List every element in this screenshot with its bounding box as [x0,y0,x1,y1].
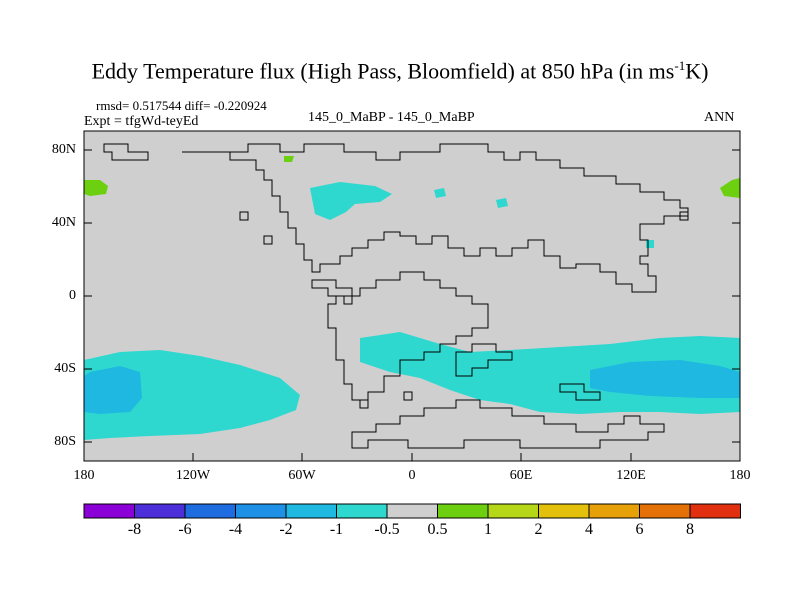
figure-title: Eddy Temperature flux (High Pass, Bloomf… [0,58,800,84]
contour-indian-band [590,360,740,398]
coastline-small-2 [263,235,273,245]
colorbar-label: 8 [686,521,694,538]
contour-green-east [720,178,740,198]
contour-fills [84,156,740,440]
expt-text: Expt = tfgWd-teyEd [84,114,199,129]
period-text: ANN [704,110,735,125]
coastline-north-continent [182,143,689,293]
contour-atlantic-dot [434,188,446,198]
lon-label-60w: 60W [288,468,316,483]
coastline-india [559,383,601,401]
colorbar-box-3 [235,503,287,519]
comparison-text: 145_0_MaBP - 145_0_MaBP [308,110,475,125]
colorbar-label: -8 [127,521,142,538]
rmsd-diff-text: rmsd= 0.517544 diff= -0.220924 [96,98,267,113]
colorbar-box-6 [386,503,438,519]
colorbar-label: -1 [329,521,344,538]
colorbar-box-11 [639,503,691,519]
coastline-small-5 [679,211,689,221]
title-text: Eddy Temperature flux (High Pass, Bloomf… [91,58,675,84]
colorbar-label: -0.5 [374,521,400,538]
contour-green-west [84,180,108,196]
coastline-south-continent [327,271,489,401]
colorbar-box-7 [437,503,489,519]
axis-ticks [84,149,740,461]
lon-label-180w: 180 [73,468,95,483]
contour-asia-dot [496,198,508,208]
title-superscript: -1 [674,58,686,73]
colorbar-box-1 [134,503,186,519]
colorbar-label: -4 [228,521,243,538]
colorbar-label: 6 [635,521,644,538]
contour-green-dot [284,156,294,162]
colorbar-box-2 [184,503,236,519]
colorbar-label: 0.5 [427,521,448,538]
colorbar-box-8 [487,503,539,519]
colorbar-box-4 [285,503,337,519]
colorbar-label: 4 [585,521,593,538]
lat-label-80n: 80N [51,142,76,157]
colorbar [83,503,741,519]
coastline-small-3 [359,399,369,409]
coastline-inner-sea [311,279,353,305]
coastline-small-4 [403,391,413,401]
coastline-arctic-island [103,143,149,161]
colorbar-box-10 [588,503,640,519]
lat-label-40s: 40S [54,361,76,376]
colorbar-label: 2 [534,521,543,538]
colorbar-box-12 [689,503,741,519]
colorbar-box-9 [538,503,590,519]
coastline-antarctic [351,399,665,449]
lat-label-0: 0 [69,288,76,303]
colorbar-box-0 [83,503,135,519]
coastlines [103,143,689,449]
colorbar-box-5 [336,503,388,519]
colorbar-label: 1 [484,521,492,538]
contour-pacific-core [84,366,142,414]
colorbar-label: -6 [178,521,192,538]
colorbar-label: -2 [279,521,293,538]
lon-label-180e: 180 [729,468,751,483]
lon-label-60e: 60E [509,468,533,483]
lat-label-40n: 40N [51,215,76,230]
lon-label-120e: 120E [616,468,646,483]
lat-label-80s: 80S [54,434,76,449]
coastline-small-1 [239,211,249,221]
coastline-gondwana-east [455,343,513,377]
lon-label-0: 0 [408,468,416,483]
lon-label-120w: 120W [175,468,211,483]
contour-north-pacific [310,182,392,220]
title-tail: K) [685,58,709,84]
contour-pacific-dot [646,240,654,248]
